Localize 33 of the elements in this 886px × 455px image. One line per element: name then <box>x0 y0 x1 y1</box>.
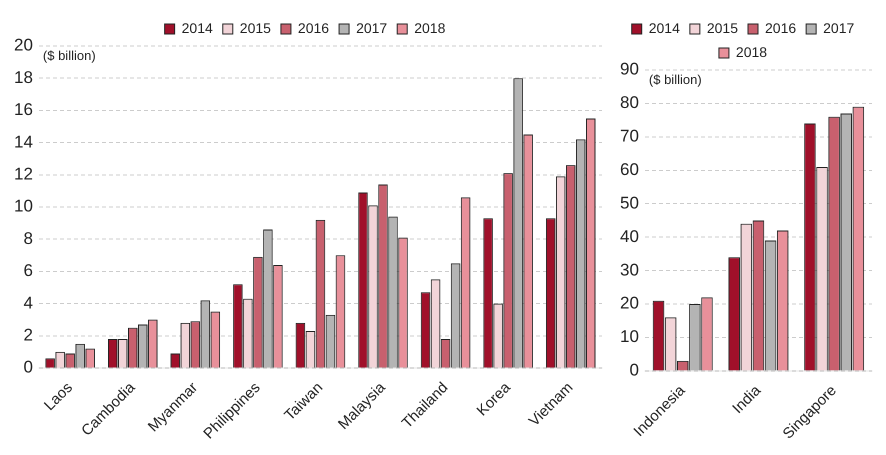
y-tick-label: 60 <box>620 160 639 179</box>
legend-label: 2018 <box>736 44 768 60</box>
y-tick-label: 0 <box>23 358 33 377</box>
y-axis-title: ($ billion) <box>42 48 96 64</box>
y-tick-label: 40 <box>620 226 639 246</box>
y-tick-label: 20 <box>14 36 33 55</box>
y-axis-title: ($ billion) <box>648 72 702 88</box>
y-tick-label: 2 <box>23 325 33 344</box>
y-tick-label: 30 <box>620 260 639 280</box>
y-tick-label: 50 <box>620 193 639 212</box>
legend-label: 2018 <box>414 20 446 36</box>
y-tick-label: 70 <box>620 126 639 146</box>
y-tick-label: 16 <box>14 100 33 120</box>
legend-label: 2017 <box>356 20 388 36</box>
legend-label: 2014 <box>182 20 213 36</box>
legend-label: 2014 <box>648 20 680 36</box>
y-tick-label: 0 <box>629 360 639 380</box>
legend-label: 2016 <box>298 20 330 36</box>
legend-label: 2016 <box>765 20 796 36</box>
y-tick-label: 6 <box>23 261 33 280</box>
y-tick-label: 18 <box>14 68 33 87</box>
y-tick-label: 10 <box>14 196 33 216</box>
y-tick-label: 12 <box>14 164 33 184</box>
y-tick-label: 4 <box>23 293 33 312</box>
y-tick-label: 90 <box>620 60 639 79</box>
legend-label: 2017 <box>823 20 855 36</box>
y-tick-label: 80 <box>620 93 639 112</box>
legend-label: 2015 <box>240 20 272 36</box>
legend-label: 2015 <box>706 20 738 36</box>
y-tick-label: 20 <box>620 294 639 313</box>
y-tick-label: 8 <box>23 228 33 248</box>
y-tick-label: 14 <box>14 132 33 152</box>
y-tick-label: 10 <box>620 327 639 346</box>
